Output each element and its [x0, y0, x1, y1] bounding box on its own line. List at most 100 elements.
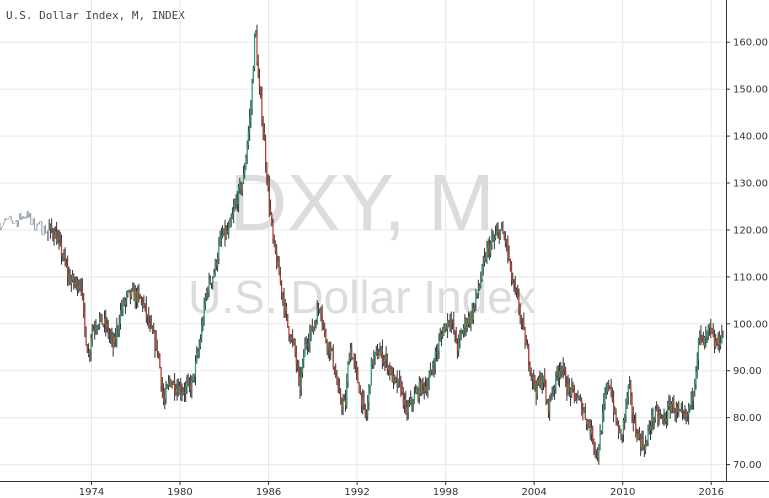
price-bar: [344, 399, 347, 405]
price-bar: [229, 220, 231, 228]
price-bar: [711, 328, 713, 333]
price-bar: [295, 351, 297, 364]
price-bar: [105, 318, 107, 327]
price-bar: [162, 390, 165, 402]
price-bar: [167, 381, 170, 386]
price-bar: [127, 291, 129, 295]
price-bar: [557, 374, 559, 378]
price-bar: [663, 416, 665, 419]
price-bar: [492, 238, 494, 240]
price-bar: [574, 393, 577, 401]
x-tick-label: 2016: [699, 487, 724, 498]
price-bar: [588, 421, 590, 427]
price-bar: [266, 164, 268, 181]
price-bar: [461, 333, 463, 335]
price-bar: [247, 131, 249, 145]
price-bar: [659, 415, 661, 417]
price-bar: [91, 330, 93, 339]
price-bar: [130, 290, 133, 298]
price-bar: [447, 320, 449, 330]
price-bar: [358, 383, 360, 394]
price-bar: [672, 401, 674, 405]
price-bar: [171, 384, 173, 387]
price-bar: [674, 412, 676, 414]
price-bar: [205, 289, 208, 299]
price-bar: [356, 365, 358, 371]
price-bar: [47, 230, 49, 232]
price-bar: [513, 283, 515, 285]
price-bar: [438, 340, 440, 351]
price-bar: [405, 399, 407, 408]
price-bar: [189, 383, 192, 391]
price-bar: [386, 356, 388, 370]
price-bar: [145, 304, 147, 317]
price-bar: [590, 427, 593, 435]
y-tick-label: 120.00: [733, 225, 768, 236]
price-bar: [342, 401, 344, 407]
price-bar: [210, 283, 213, 285]
price-bar: [160, 367, 162, 386]
price-bar: [603, 402, 605, 412]
price-bar: [203, 303, 205, 323]
price-bar: [652, 413, 654, 422]
price-bar: [394, 375, 396, 379]
price-bar: [501, 227, 503, 230]
price-bar: [691, 394, 693, 401]
price-bar: [123, 300, 125, 305]
price-bar: [642, 439, 644, 447]
price-bar: [159, 355, 161, 368]
price-bar: [69, 275, 71, 284]
price-bar: [434, 352, 436, 369]
price-bar: [694, 384, 696, 392]
price-bar: [273, 238, 275, 242]
price-bar: [568, 384, 570, 389]
price-bar: [453, 321, 455, 332]
price-bar: [231, 214, 234, 219]
price-bar: [368, 387, 370, 402]
price-bar: [400, 380, 402, 393]
price-bar: [287, 313, 289, 327]
price-bar: [384, 358, 386, 362]
price-bar: [475, 293, 477, 304]
price-bar: [686, 414, 688, 416]
price-bar: [459, 335, 461, 339]
price-bar: [504, 236, 506, 243]
price-bar: [408, 403, 411, 406]
price-bar: [83, 293, 85, 311]
price-bar: [628, 384, 631, 388]
chart-title: U.S. Dollar Index, M, INDEX: [6, 9, 185, 22]
price-bar: [335, 373, 337, 377]
price-bar: [422, 380, 424, 385]
price-bar: [679, 410, 681, 412]
price-bar: [611, 396, 613, 401]
price-bar: [117, 327, 119, 329]
price-bar: [312, 327, 315, 332]
price-bar: [524, 328, 526, 346]
price-bar: [204, 298, 206, 304]
price-bar: [180, 385, 182, 393]
price-bar: [106, 324, 108, 327]
price-bar: [589, 426, 591, 435]
price-bar: [111, 336, 113, 338]
price-bar: [635, 422, 637, 434]
y-tick-label: 160.00: [733, 38, 768, 49]
price-bar: [213, 273, 215, 278]
price-bar: [416, 389, 418, 393]
price-bar: [294, 342, 296, 352]
price-bar: [274, 241, 277, 253]
price-bar: [716, 341, 718, 345]
price-bar: [284, 305, 286, 311]
price-bar: [260, 86, 262, 97]
price-bar: [542, 375, 545, 383]
price-bar: [181, 392, 183, 394]
price-bar: [354, 360, 356, 366]
price-bar: [518, 296, 520, 311]
price-bar: [306, 344, 309, 346]
price-bar: [175, 391, 177, 393]
price-bar: [462, 327, 465, 334]
price-bar: [526, 344, 529, 349]
price-bar: [352, 358, 354, 360]
price-bar: [467, 316, 470, 324]
price-bar: [656, 409, 658, 411]
